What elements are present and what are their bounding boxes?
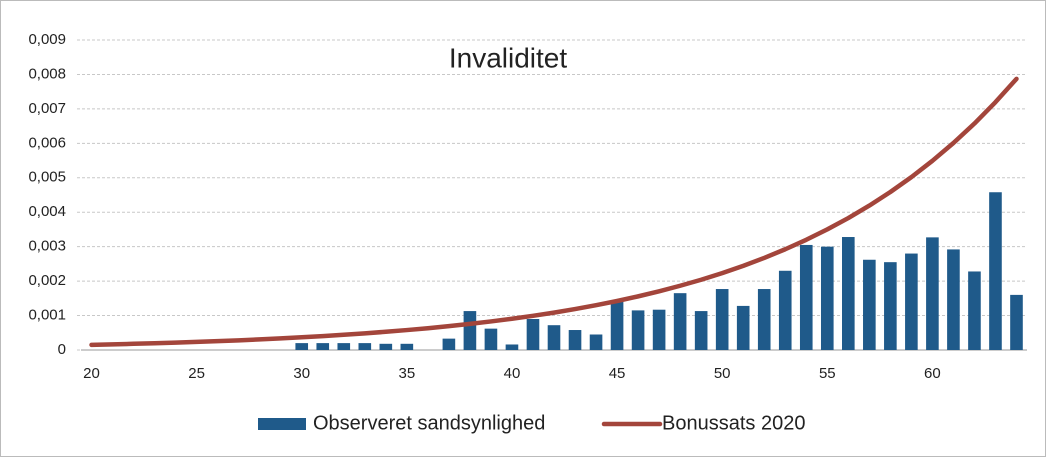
chart-title: Invaliditet (449, 42, 568, 73)
bar (778, 270, 792, 350)
y-tick-label: 0,005 (28, 169, 66, 186)
x-tick-label: 25 (188, 365, 205, 382)
legend-swatch (258, 418, 306, 430)
bar (652, 309, 666, 350)
bar (989, 192, 1002, 350)
y-tick-label: 0,007 (28, 100, 66, 117)
bar (295, 343, 309, 350)
bar (358, 343, 372, 350)
line (89, 76, 1019, 348)
bar (863, 259, 876, 350)
bar (736, 305, 750, 350)
bar (379, 343, 393, 350)
bar (884, 262, 897, 350)
bar (505, 344, 519, 350)
bar (799, 244, 813, 350)
bar (673, 293, 687, 350)
bar (568, 330, 582, 350)
bar (694, 311, 708, 350)
bar (631, 310, 645, 350)
x-tick-label: 50 (714, 365, 731, 382)
y-tick-label: 0,006 (28, 134, 66, 151)
y-tick-label: 0,008 (28, 65, 66, 82)
bar (442, 338, 456, 350)
bar (610, 301, 624, 350)
legend-label: Observeret sandsynlighed (313, 412, 545, 434)
bar (463, 311, 477, 350)
y-tick-label: 0,004 (28, 203, 66, 220)
bar (484, 328, 498, 350)
bar (968, 271, 981, 350)
legend-label: Bonussats 2020 (662, 412, 805, 434)
x-tick-label: 55 (819, 365, 836, 382)
x-tick-label: 30 (293, 365, 310, 382)
bar (926, 237, 939, 350)
y-tick-label: 0,009 (28, 31, 66, 48)
y-tick-label: 0,001 (28, 307, 66, 324)
y-tick-label: 0,002 (28, 272, 66, 289)
bar (400, 343, 414, 350)
x-tick-label: 45 (609, 365, 626, 382)
bar (526, 319, 540, 350)
y-tick-label: 0 (58, 341, 66, 358)
y-tick-label: 0,003 (28, 238, 66, 255)
bar (905, 253, 918, 350)
bar (337, 343, 351, 350)
bar (547, 325, 561, 350)
bar (757, 289, 771, 350)
bar (842, 237, 855, 350)
x-tick-label: 20 (83, 365, 100, 382)
bar (1010, 294, 1023, 350)
bar (589, 334, 603, 350)
bar (316, 343, 330, 350)
x-tick-label: 60 (924, 365, 941, 382)
x-tick-label: 35 (399, 365, 416, 382)
bar (947, 249, 960, 350)
bar (820, 246, 834, 350)
bar (715, 289, 729, 350)
x-tick-label: 40 (504, 365, 521, 382)
